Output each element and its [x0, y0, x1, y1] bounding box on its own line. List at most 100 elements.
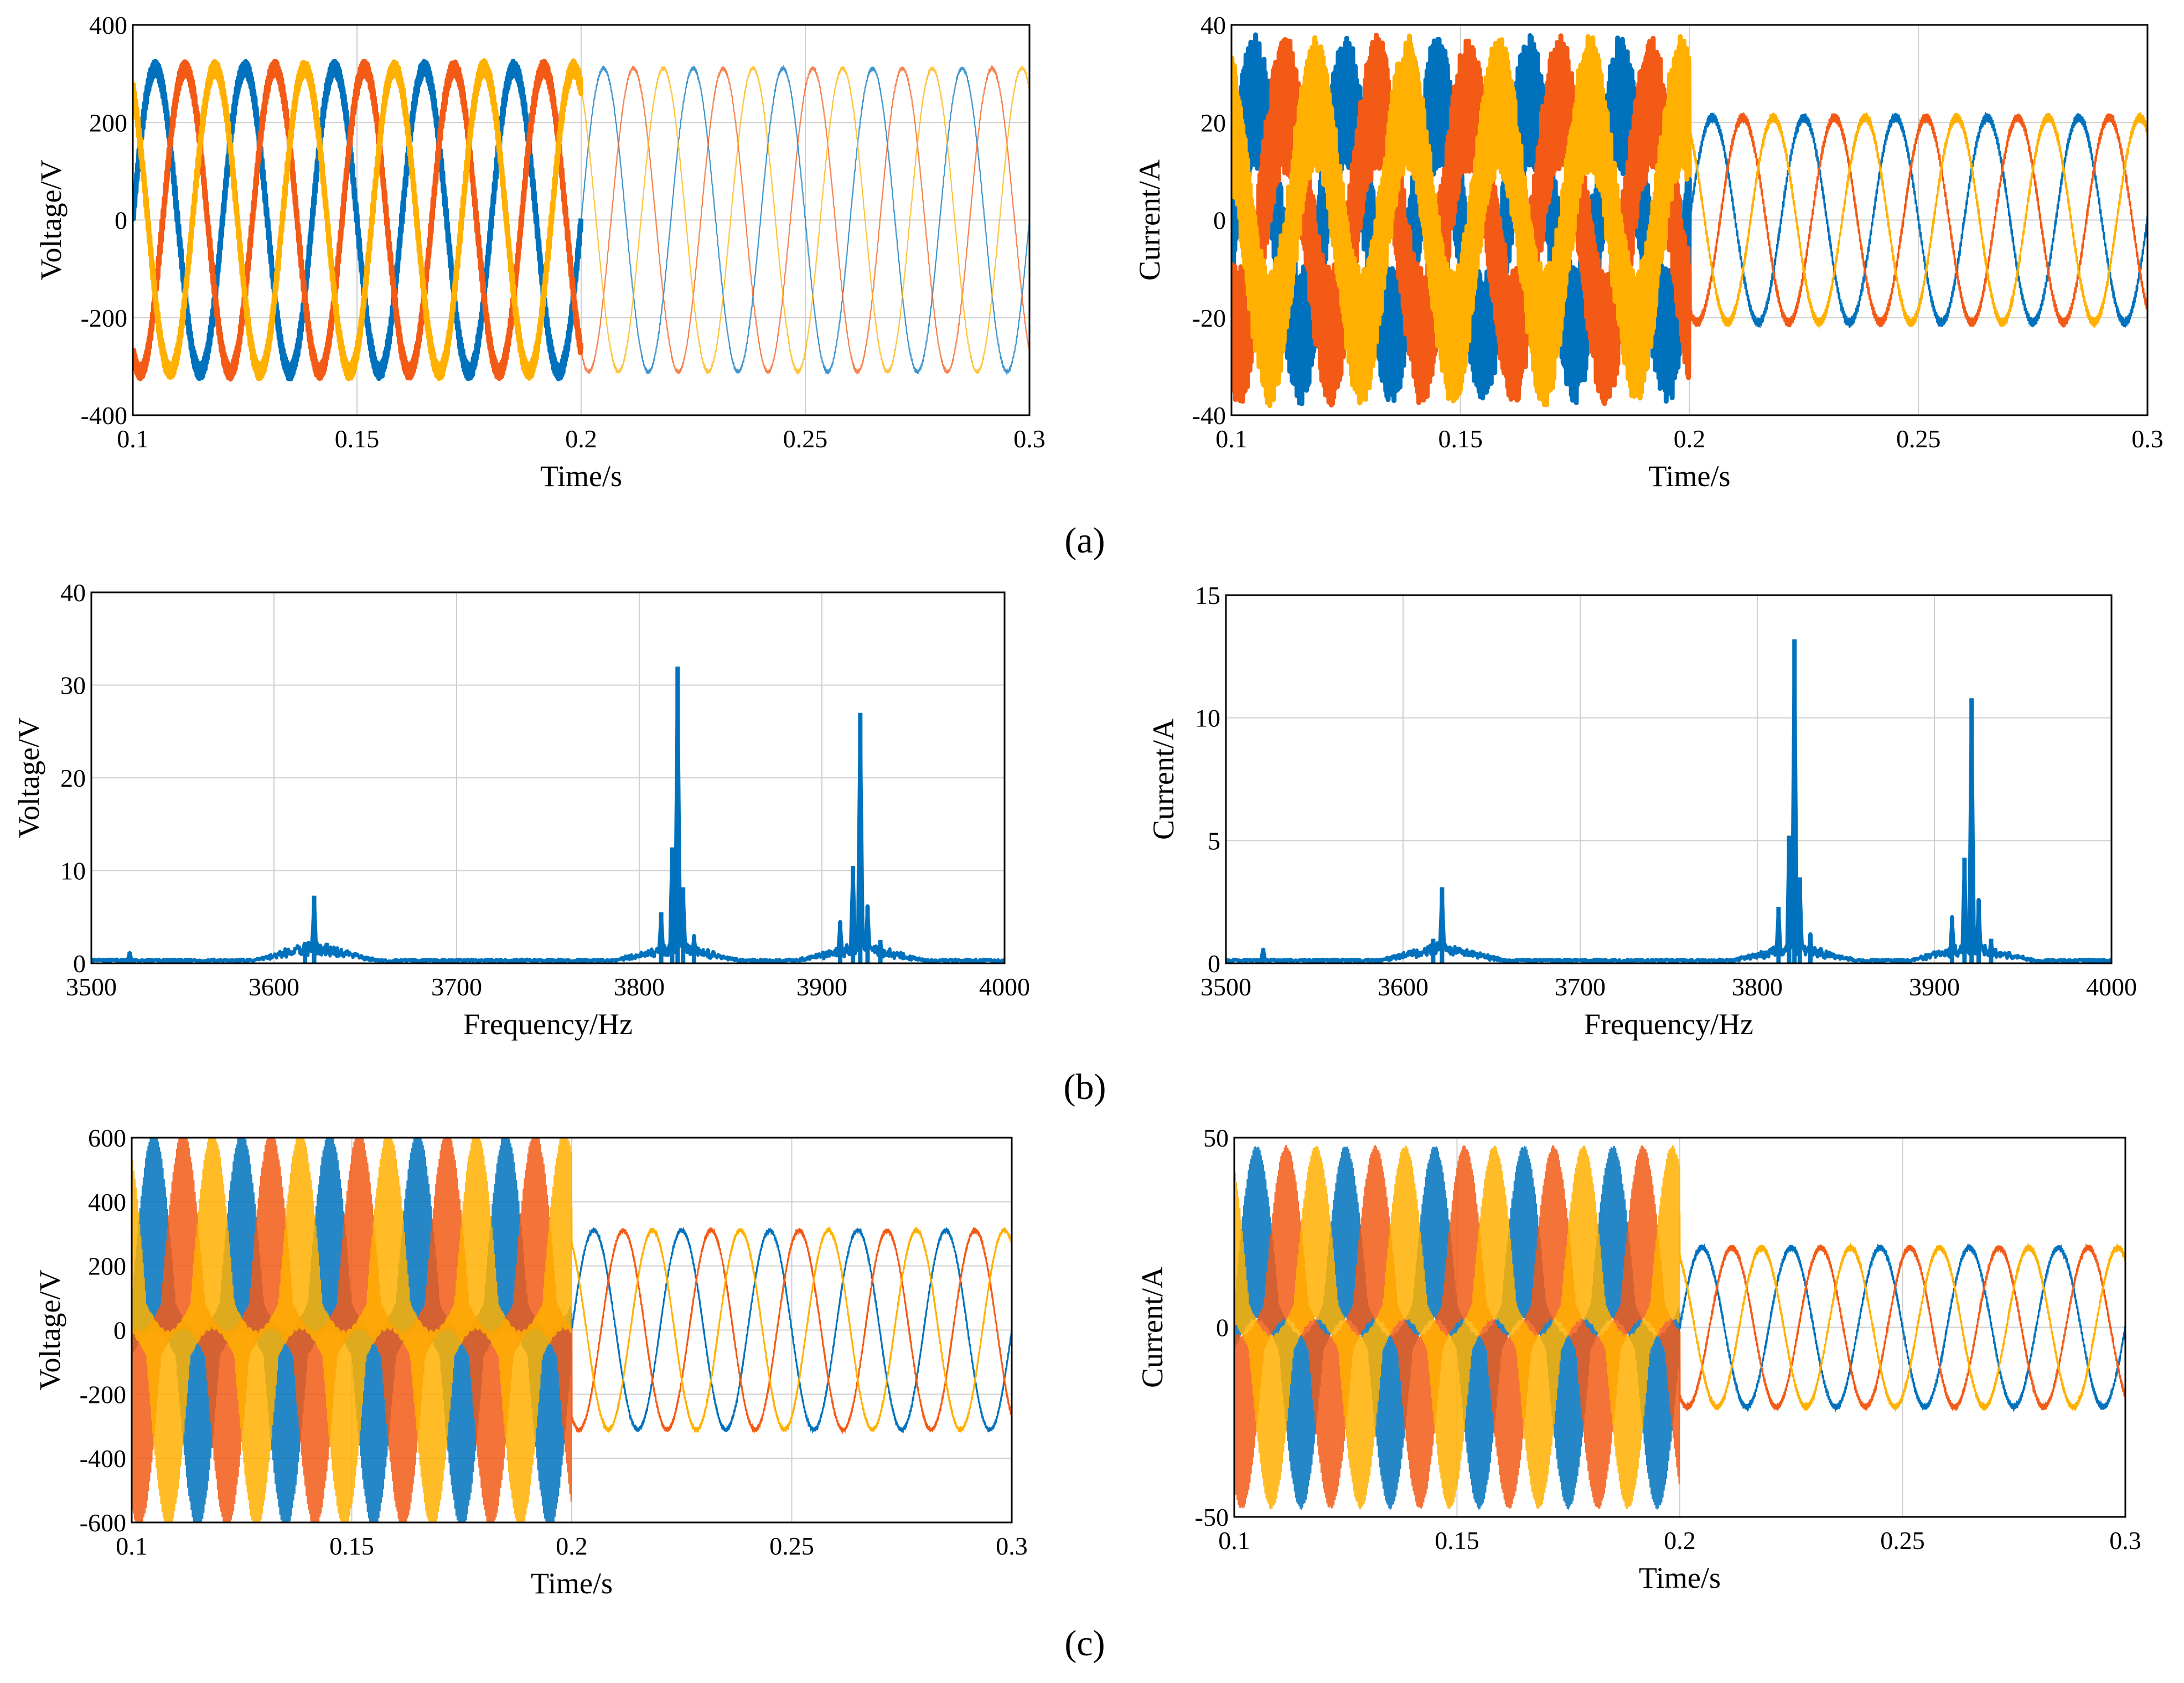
- y-tick-label: 600: [88, 1124, 126, 1152]
- y-tick-label: 15: [1195, 581, 1220, 610]
- x-axis-label: Frequency/Hz: [463, 1008, 633, 1041]
- x-tick-label: 4000: [2086, 973, 2137, 1001]
- caption-b: (b): [1064, 1067, 1106, 1107]
- x-tick-label: 0.25: [1880, 1526, 1925, 1555]
- series-line-phase-c-after: [571, 1206, 1012, 1434]
- y-tick-label: 0: [115, 206, 127, 235]
- plot-area: [1234, 1145, 2125, 1510]
- series-line-phase-b-after: [571, 1226, 1012, 1435]
- y-tick-label: 400: [89, 11, 127, 39]
- series-line-phase-b-before: [133, 59, 584, 382]
- plot-frame: [1230, 24, 2149, 416]
- y-axis-label: Current/A: [1147, 719, 1180, 840]
- y-tick-label: 10: [1195, 704, 1220, 732]
- y-tick-label: -50: [1195, 1503, 1229, 1531]
- x-tick-label: 0.25: [783, 425, 828, 453]
- plot-frame: [1233, 1137, 2126, 1518]
- y-tick-label: 40: [60, 579, 86, 607]
- x-tick-label: 0.25: [1896, 425, 1941, 453]
- x-axis-label: Time/s: [540, 460, 622, 493]
- chart-a-voltage: 0.1 0.15 0.2 0.25 0.3 -400 -200 0 200 400 Time/s Vo…: [34, 11, 1046, 493]
- x-tick-label: 0.1: [1218, 1526, 1250, 1555]
- series-line-phase-c-after: [580, 65, 1029, 376]
- y-tick-label: -20: [1192, 304, 1226, 332]
- chart-c-voltage: 0.1 0.15 0.2 0.25 0.3 -600 -400 -200 0 200 400 600 T…: [33, 1124, 1028, 1600]
- y-tick-label: 5: [1208, 827, 1220, 855]
- series-line-phase-c-before: [1231, 33, 1692, 409]
- y-tick-label: 0: [1208, 949, 1220, 978]
- y-tick-label: -200: [80, 1380, 126, 1408]
- x-tick-label: 3600: [249, 973, 299, 1001]
- y-tick-label: 400: [88, 1188, 126, 1216]
- x-tick-label: 0.3: [2109, 1526, 2141, 1555]
- x-tick-label: 3700: [1555, 973, 1606, 1001]
- x-tick-label: 0.15: [329, 1532, 374, 1560]
- x-tick-label: 3900: [1909, 973, 1960, 1001]
- plot-frame: [132, 24, 1031, 416]
- x-tick-label: 3700: [431, 973, 482, 1001]
- y-axis-label: Voltage/V: [33, 1270, 66, 1391]
- y-tick-label: 0: [1213, 206, 1226, 235]
- plot-area: [91, 667, 1005, 963]
- series-line-phase-b-after: [1679, 1243, 2125, 1412]
- y-tick-label: -600: [80, 1509, 126, 1537]
- series-line-phase-c-after: [1688, 111, 2147, 329]
- series-line-phase-a-after: [580, 64, 1029, 376]
- chart-c-current: 0.1 0.15 0.2 0.25 0.3 -50 0 50 Time/s Current/A: [1136, 1124, 2141, 1594]
- y-axis-label: Voltage/V: [12, 717, 45, 838]
- x-tick-label: 0.25: [769, 1532, 814, 1560]
- x-tick-label: 0.1: [1215, 425, 1248, 453]
- plot-frame: [131, 1137, 1013, 1524]
- x-tick-label: 3500: [1200, 973, 1251, 1001]
- series-line-phase-b-after: [580, 64, 1029, 376]
- y-tick-label: 10: [60, 857, 86, 885]
- chart-b-voltage: 3500 3600 3700 3800 3900 4000 0 10 20 30 40 Frequen…: [12, 579, 1030, 1041]
- x-axis-label: Frequency/Hz: [1584, 1008, 1753, 1041]
- y-tick-label: 200: [88, 1252, 126, 1281]
- x-tick-label: 3800: [1732, 973, 1783, 1001]
- series-line-phase-c-before: [132, 1138, 572, 1522]
- x-tick-label: 0.2: [565, 425, 597, 453]
- y-tick-label: 200: [89, 109, 127, 137]
- caption-a: (a): [1064, 520, 1105, 561]
- y-tick-label: 0: [113, 1317, 126, 1345]
- y-tick-label: 30: [60, 672, 86, 700]
- series-line-phase-c-before: [1234, 1145, 1680, 1510]
- y-tick-label: 20: [60, 764, 86, 792]
- x-tick-label: 0.1: [117, 425, 149, 453]
- series-line-phase-a-after: [1688, 111, 2147, 329]
- x-tick-label: 0.3: [1013, 425, 1046, 453]
- plot-area: [133, 58, 1029, 382]
- y-tick-label: -400: [81, 401, 127, 430]
- plot-area: [1231, 32, 2147, 409]
- series-line-phase-b-before: [1234, 1145, 1680, 1509]
- x-axis-label: Time/s: [1648, 460, 1730, 493]
- x-tick-label: 0.2: [556, 1532, 588, 1560]
- x-tick-label: 0.2: [1664, 1526, 1696, 1555]
- series-line-phase-a-after: [571, 1226, 1012, 1434]
- x-tick-label: 3900: [796, 973, 847, 1001]
- chart-b-current: 3500 3600 3700 3800 3900 4000 0 5 10 15 Frequency/…: [1147, 581, 2137, 1041]
- y-tick-label: 50: [1203, 1124, 1229, 1152]
- series-line-phase-b-after: [1688, 111, 2147, 328]
- x-tick-label: 4000: [979, 973, 1030, 1001]
- y-axis-label: Voltage/V: [34, 160, 68, 281]
- x-axis-label: Time/s: [1639, 1561, 1721, 1594]
- y-tick-label: -400: [80, 1444, 126, 1473]
- plot-frame: [1225, 594, 2113, 964]
- x-tick-label: 3500: [66, 973, 117, 1001]
- plots-layer: 0.1 0.15 0.2 0.25 0.3-400-2000200400Time/sVo…: [12, 11, 2164, 1600]
- y-tick-label: 0: [73, 949, 86, 978]
- series-line-phase-a-after: [1679, 1242, 2125, 1413]
- x-tick-label: 0.15: [335, 425, 380, 453]
- x-tick-label: 0.1: [116, 1532, 148, 1560]
- series-line-phase-a-before: [133, 58, 584, 381]
- y-tick-label: 20: [1200, 109, 1226, 137]
- series-line-phase-b-before: [132, 1138, 572, 1522]
- x-tick-label: 0.3: [996, 1532, 1028, 1560]
- x-tick-label: 3800: [614, 973, 665, 1001]
- x-axis-label: Time/s: [531, 1567, 613, 1600]
- y-tick-label: -200: [81, 304, 127, 332]
- plot-frame: [90, 591, 1006, 964]
